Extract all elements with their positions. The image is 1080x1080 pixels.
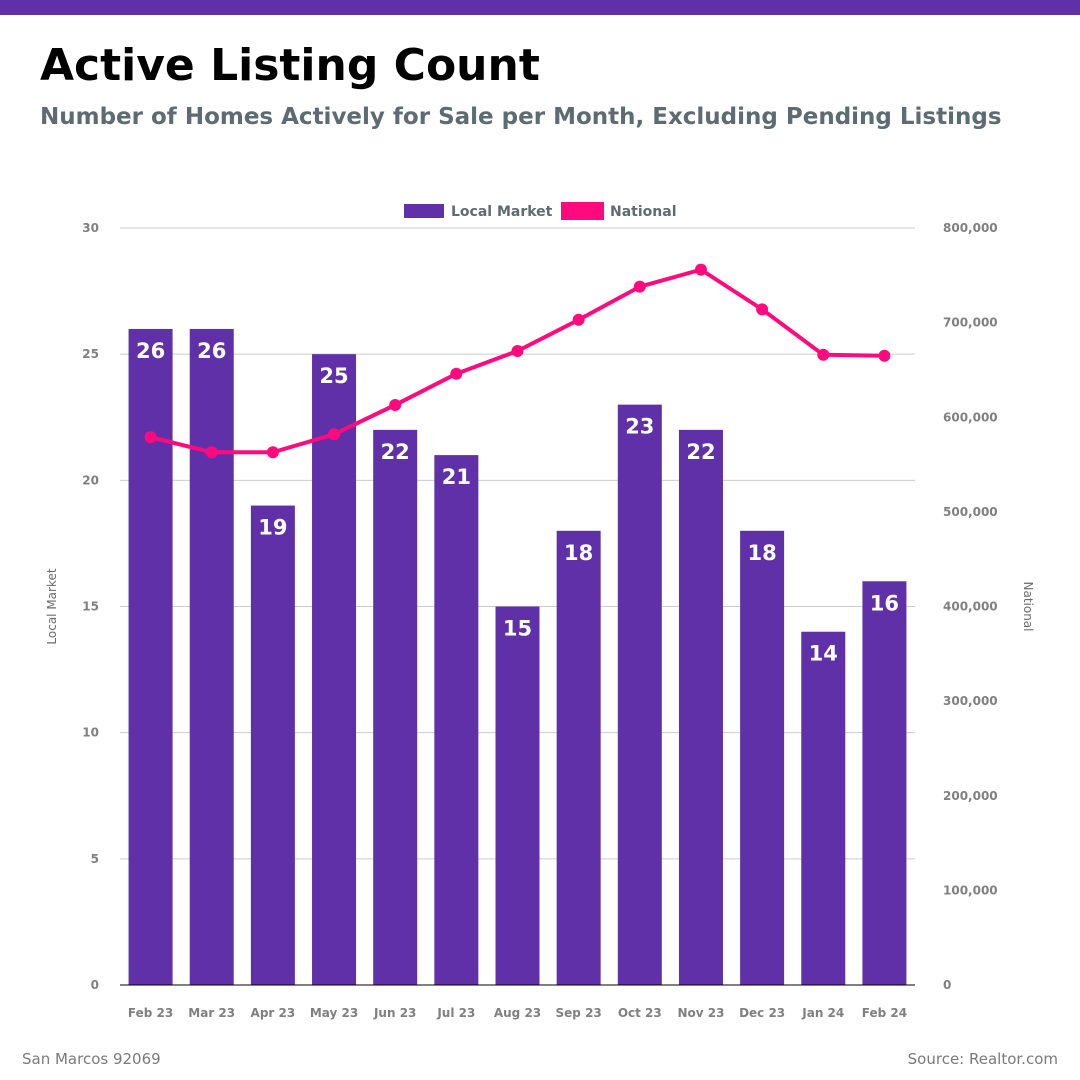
point-national [878, 349, 891, 362]
point-national [205, 446, 218, 459]
y-right-tick-label: 700,000 [943, 316, 998, 330]
y-left-axis-title: Local Market [45, 568, 59, 644]
y-right-tick-label: 0 [943, 978, 951, 992]
footer-location: San Marcos 92069 [22, 1050, 161, 1068]
y-left-tick-label: 10 [82, 726, 99, 740]
bar-value-label: 19 [258, 516, 287, 540]
y-left-tick-label: 0 [91, 978, 99, 992]
bar-value-label: 23 [625, 415, 654, 439]
point-national [694, 263, 707, 276]
y-right-tick-label: 400,000 [943, 600, 998, 614]
page-subtitle: Number of Homes Actively for Sale per Mo… [40, 104, 1002, 130]
line-national [150, 267, 885, 455]
x-tick-label: Jan 24 [801, 1006, 844, 1020]
footer-source: Source: Realtor.com [907, 1050, 1058, 1068]
point-national [450, 367, 463, 380]
point-national [328, 428, 341, 441]
legend-swatch-local-market [404, 204, 444, 218]
y-right-tick-label: 200,000 [943, 789, 998, 803]
bar-value-label: 22 [686, 440, 715, 464]
point-national [266, 446, 279, 459]
legend-swatch-national [561, 202, 604, 220]
legend-label-local-market: Local Market [451, 204, 553, 220]
bar-value-label: 16 [870, 591, 899, 615]
top-accent-bar [0, 0, 1080, 15]
y-right-axis-title: National [1021, 581, 1035, 631]
y-left-tick-label: 30 [82, 221, 99, 235]
point-national [633, 280, 646, 293]
page-title: Active Listing Count [40, 40, 540, 91]
bar-value-label: 14 [809, 642, 838, 666]
bar-value-label: 26 [197, 339, 226, 363]
x-tick-label: Mar 23 [188, 1006, 235, 1020]
y-right-tick-label: 600,000 [943, 410, 998, 424]
point-national [389, 398, 402, 411]
bar-local-market [556, 530, 601, 985]
y-right-tick-label: 500,000 [943, 505, 998, 519]
y-left-tick-label: 20 [82, 473, 99, 487]
bar-local-market [189, 328, 234, 985]
x-tick-label: Jul 23 [436, 1006, 475, 1020]
bar-value-label: 15 [503, 617, 532, 641]
y-right-tick-label: 800,000 [943, 221, 998, 235]
bar-value-label: 26 [136, 339, 165, 363]
legend-label-national: National [610, 204, 677, 220]
bar-local-market [801, 631, 846, 985]
bar-value-label: 18 [564, 541, 593, 565]
bar-value-label: 22 [381, 440, 410, 464]
x-tick-label: Nov 23 [677, 1006, 724, 1020]
bar-value-label: 18 [747, 541, 776, 565]
point-national [756, 303, 769, 316]
point-national [511, 345, 524, 358]
x-tick-label: May 23 [310, 1006, 358, 1020]
x-tick-label: Feb 23 [128, 1006, 173, 1020]
bar-local-market [678, 429, 723, 985]
x-tick-label: Aug 23 [494, 1006, 541, 1020]
y-right-tick-label: 100,000 [943, 883, 998, 897]
bar-local-market [617, 404, 662, 986]
y-left-tick-label: 25 [82, 347, 99, 361]
point-national [817, 348, 830, 361]
bar-local-market [373, 429, 418, 985]
bar-local-market [312, 354, 357, 986]
x-tick-label: Dec 23 [739, 1006, 785, 1020]
x-tick-label: Apr 23 [251, 1006, 296, 1020]
bar-local-market [740, 530, 785, 985]
y-right-tick-label: 300,000 [943, 694, 998, 708]
bar-value-label: 21 [442, 465, 471, 489]
bar-local-market [434, 455, 479, 986]
point-national [572, 313, 585, 326]
point-national [144, 431, 157, 444]
x-tick-label: Feb 24 [862, 1006, 907, 1020]
bar-local-market [128, 328, 173, 985]
bar-local-market [495, 606, 540, 985]
x-tick-label: Oct 23 [618, 1006, 662, 1020]
bar-local-market [250, 505, 295, 985]
bar-value-label: 25 [319, 364, 348, 388]
y-left-tick-label: 5 [91, 852, 99, 866]
x-tick-label: Sep 23 [556, 1006, 602, 1020]
x-tick-label: Jun 23 [373, 1006, 416, 1020]
y-left-tick-label: 15 [82, 600, 99, 614]
bar-local-market [862, 581, 907, 985]
